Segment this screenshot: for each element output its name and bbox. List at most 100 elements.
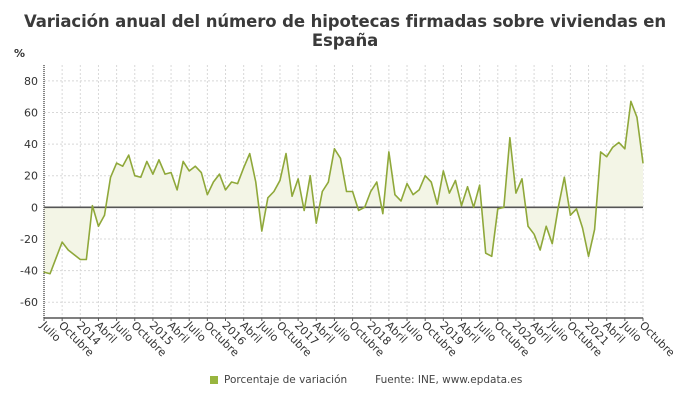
data-point bbox=[472, 206, 475, 208]
data-point bbox=[206, 194, 208, 196]
data-point bbox=[97, 225, 100, 227]
data-point bbox=[43, 271, 45, 273]
data-point bbox=[545, 225, 547, 227]
data-point bbox=[339, 157, 342, 159]
data-point bbox=[400, 200, 402, 202]
y-tick-label: 80 bbox=[24, 75, 38, 88]
data-point bbox=[345, 190, 348, 193]
data-point bbox=[364, 206, 366, 208]
data-point bbox=[557, 206, 559, 208]
data-point bbox=[67, 249, 69, 251]
data-point bbox=[164, 173, 166, 175]
data-point bbox=[273, 190, 275, 193]
data-point bbox=[521, 178, 523, 180]
data-point bbox=[182, 160, 184, 163]
data-point bbox=[600, 151, 602, 153]
data-point bbox=[79, 258, 81, 261]
data-point bbox=[85, 258, 87, 261]
data-point bbox=[327, 181, 329, 183]
series-area bbox=[44, 101, 643, 274]
data-point bbox=[376, 181, 378, 183]
legend-label: Porcentaje de variación bbox=[224, 374, 348, 386]
y-tick-label: 0 bbox=[31, 201, 38, 214]
y-axis-unit: % bbox=[14, 47, 26, 60]
data-point bbox=[315, 222, 317, 224]
y-tick-label: 40 bbox=[24, 138, 38, 151]
data-point bbox=[394, 194, 396, 196]
data-point bbox=[170, 171, 172, 174]
data-point bbox=[618, 141, 620, 144]
data-point bbox=[291, 195, 293, 197]
data-point bbox=[176, 189, 178, 191]
data-point bbox=[503, 206, 505, 208]
data-point bbox=[261, 230, 263, 232]
data-point bbox=[551, 243, 553, 245]
data-point bbox=[630, 100, 632, 102]
data-point bbox=[448, 192, 450, 194]
data-point bbox=[424, 175, 426, 177]
data-point bbox=[122, 165, 124, 167]
y-tick-label: 60 bbox=[24, 106, 38, 119]
data-point bbox=[624, 148, 626, 150]
data-point bbox=[212, 181, 215, 183]
data-point bbox=[466, 186, 469, 188]
data-point bbox=[642, 162, 644, 164]
data-point bbox=[533, 233, 535, 235]
data-point bbox=[303, 209, 305, 212]
data-point bbox=[539, 249, 541, 251]
data-point bbox=[200, 171, 202, 174]
data-point bbox=[575, 208, 578, 210]
data-point bbox=[636, 116, 638, 118]
data-point bbox=[497, 208, 499, 210]
data-point bbox=[152, 173, 154, 175]
y-tick-label: -20 bbox=[20, 233, 38, 246]
data-point bbox=[581, 227, 584, 229]
data-point bbox=[606, 156, 608, 158]
y-tick-label: -60 bbox=[20, 296, 38, 309]
data-point bbox=[61, 241, 63, 243]
data-point bbox=[454, 179, 457, 182]
data-point bbox=[509, 137, 511, 139]
data-point bbox=[91, 205, 94, 207]
data-point bbox=[412, 194, 414, 196]
data-point bbox=[479, 184, 481, 186]
data-point bbox=[55, 257, 57, 259]
data-point bbox=[49, 273, 51, 275]
data-point bbox=[285, 152, 287, 155]
series-line bbox=[43, 100, 644, 275]
data-point bbox=[321, 190, 323, 193]
data-point bbox=[406, 182, 408, 185]
data-point bbox=[333, 148, 336, 150]
data-point bbox=[527, 225, 529, 227]
data-point bbox=[140, 176, 142, 178]
data-point bbox=[382, 213, 384, 215]
data-point bbox=[515, 192, 517, 194]
data-point bbox=[109, 176, 112, 178]
data-point bbox=[218, 173, 221, 175]
data-point bbox=[73, 254, 75, 256]
data-point bbox=[388, 151, 390, 153]
data-point bbox=[243, 167, 245, 169]
data-point bbox=[237, 182, 239, 185]
data-point bbox=[224, 189, 227, 191]
data-point bbox=[370, 190, 372, 193]
data-point bbox=[612, 146, 614, 148]
data-point bbox=[103, 214, 106, 216]
data-point bbox=[569, 214, 571, 216]
data-point bbox=[460, 205, 463, 207]
data-point bbox=[158, 159, 160, 161]
data-point bbox=[351, 190, 354, 193]
data-point bbox=[128, 154, 130, 156]
data-point bbox=[485, 252, 487, 254]
data-point bbox=[230, 181, 233, 183]
data-point bbox=[255, 181, 257, 183]
data-point bbox=[442, 170, 444, 172]
data-point bbox=[587, 255, 590, 257]
data-point bbox=[146, 160, 148, 163]
data-point bbox=[188, 170, 190, 172]
source-note: Fuente: INE, www.epdata.es bbox=[375, 374, 523, 386]
legend-swatch bbox=[210, 376, 218, 384]
data-point bbox=[418, 189, 420, 191]
